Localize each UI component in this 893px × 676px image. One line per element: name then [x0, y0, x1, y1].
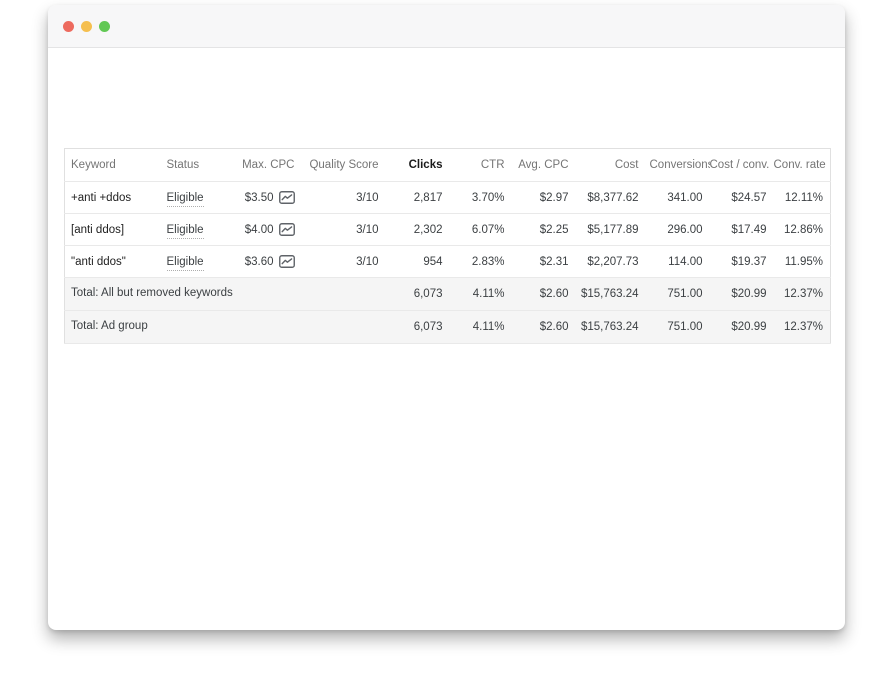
conv-rate-cell: 11.95% [773, 245, 831, 278]
clicks-cell: 6,073 [385, 310, 450, 344]
table-row: +anti +ddos Eligible $3.50 3/10 2,817 3.… [64, 181, 831, 214]
empty-cell [237, 277, 302, 311]
clicks-cell: 2,302 [385, 213, 450, 246]
clicks-cell: 2,817 [385, 181, 450, 214]
ctr-cell: 2.83% [449, 245, 512, 278]
col-header-cost-per-conv[interactable]: Cost / conv. [709, 148, 774, 182]
conversions-cell: 114.00 [645, 245, 710, 278]
max-cpc-value: $3.50 [244, 191, 274, 204]
avg-cpc-cell: $2.60 [511, 310, 576, 344]
status-text[interactable]: Eligible [166, 191, 204, 207]
show-chart-icon[interactable] [278, 223, 295, 236]
cost-cell: $8,377.62 [575, 181, 646, 214]
table-row: "anti ddos" Eligible $3.60 3/10 954 2.83… [64, 245, 831, 278]
keyword-cell[interactable]: +anti +ddos [64, 181, 161, 214]
quality-score-cell: 3/10 [301, 213, 386, 246]
cost-per-conv-cell: $20.99 [709, 277, 774, 311]
max-cpc-value: $3.60 [244, 255, 274, 268]
conv-rate-cell: 12.11% [773, 181, 831, 214]
show-chart-icon[interactable] [278, 255, 295, 268]
total-row-all-but-removed: Total: All but removed keywords 6,073 4.… [64, 277, 831, 311]
ctr-cell: 4.11% [449, 277, 512, 311]
avg-cpc-cell: $2.31 [511, 245, 576, 278]
window-content: Keyword Status Max. CPC Quality Score Cl… [48, 48, 845, 344]
cost-per-conv-cell: $20.99 [709, 310, 774, 344]
window-titlebar [48, 5, 845, 48]
conversions-cell: 296.00 [645, 213, 710, 246]
col-header-quality-score[interactable]: Quality Score [301, 148, 386, 182]
avg-cpc-cell: $2.60 [511, 277, 576, 311]
app-window: Keyword Status Max. CPC Quality Score Cl… [48, 5, 845, 630]
cost-per-conv-cell: $17.49 [709, 213, 774, 246]
show-chart-icon[interactable] [278, 191, 295, 204]
status-cell: Eligible [160, 213, 238, 246]
quality-score-cell: 3/10 [301, 245, 386, 278]
total-row-ad-group: Total: Ad group 6,073 4.11% $2.60 $15,76… [64, 310, 831, 344]
col-header-avg-cpc[interactable]: Avg. CPC [511, 148, 576, 182]
max-cpc-cell[interactable]: $3.60 [237, 245, 302, 278]
total-label: Total: Ad group [64, 310, 238, 344]
col-header-conversions[interactable]: Conversions [645, 148, 710, 182]
cost-cell: $5,177.89 [575, 213, 646, 246]
empty-cell [301, 277, 386, 311]
avg-cpc-cell: $2.97 [511, 181, 576, 214]
empty-cell [301, 310, 386, 344]
col-header-max-cpc[interactable]: Max. CPC [237, 148, 302, 182]
conv-rate-cell: 12.37% [773, 277, 831, 311]
cost-per-conv-cell: $19.37 [709, 245, 774, 278]
total-label: Total: All but removed keywords [64, 277, 238, 311]
table-header-row: Keyword Status Max. CPC Quality Score Cl… [64, 148, 831, 182]
status-cell: Eligible [160, 181, 238, 214]
max-cpc-value: $4.00 [244, 223, 274, 236]
clicks-cell: 954 [385, 245, 450, 278]
keyword-cell[interactable]: [anti ddos] [64, 213, 161, 246]
conv-rate-cell: 12.37% [773, 310, 831, 344]
col-header-cost[interactable]: Cost [575, 148, 646, 182]
close-button[interactable] [63, 20, 74, 32]
ctr-cell: 4.11% [449, 310, 512, 344]
cost-per-conv-cell: $24.57 [709, 181, 774, 214]
minimize-button[interactable] [81, 20, 92, 32]
table-row: [anti ddos] Eligible $4.00 3/10 2,302 6.… [64, 213, 831, 246]
ctr-cell: 3.70% [449, 181, 512, 214]
conversions-cell: 751.00 [645, 277, 710, 311]
col-header-ctr[interactable]: CTR [449, 148, 512, 182]
ctr-cell: 6.07% [449, 213, 512, 246]
conversions-cell: 341.00 [645, 181, 710, 214]
quality-score-cell: 3/10 [301, 181, 386, 214]
avg-cpc-cell: $2.25 [511, 213, 576, 246]
status-text[interactable]: Eligible [166, 255, 204, 271]
status-cell: Eligible [160, 245, 238, 278]
col-header-status[interactable]: Status [160, 148, 238, 182]
status-text[interactable]: Eligible [166, 223, 204, 239]
col-header-keyword[interactable]: Keyword [64, 148, 161, 182]
col-header-clicks[interactable]: Clicks [385, 148, 450, 182]
zoom-button[interactable] [99, 20, 110, 32]
cost-cell: $2,207.73 [575, 245, 646, 278]
keywords-table: Keyword Status Max. CPC Quality Score Cl… [64, 148, 831, 344]
empty-cell [237, 310, 302, 344]
col-header-conv-rate[interactable]: Conv. rate [773, 148, 831, 182]
max-cpc-cell[interactable]: $4.00 [237, 213, 302, 246]
max-cpc-cell[interactable]: $3.50 [237, 181, 302, 214]
conv-rate-cell: 12.86% [773, 213, 831, 246]
keyword-cell[interactable]: "anti ddos" [64, 245, 161, 278]
clicks-cell: 6,073 [385, 277, 450, 311]
conversions-cell: 751.00 [645, 310, 710, 344]
cost-cell: $15,763.24 [575, 310, 646, 344]
cost-cell: $15,763.24 [575, 277, 646, 311]
